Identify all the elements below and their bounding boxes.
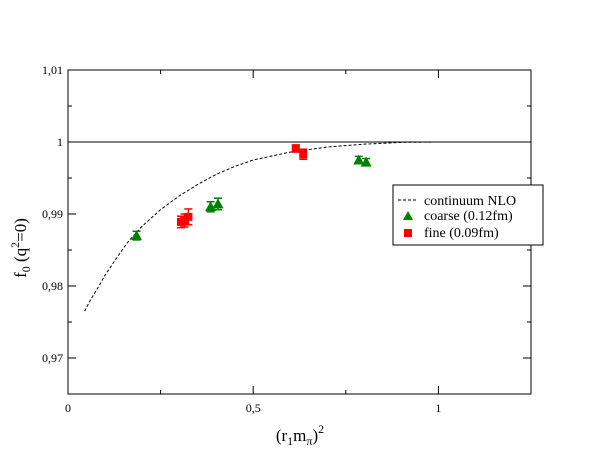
legend-continuum-label: continuum NLO <box>424 194 516 209</box>
y-tick-label: 1 <box>57 135 63 149</box>
plot-area <box>68 141 531 312</box>
x-axis-label: (r1mπ)2 <box>276 422 324 448</box>
y-tick-label: 0,97 <box>42 351 63 365</box>
legend-coarse-label: coarse (0.12fm) <box>424 209 513 224</box>
axes: 0 0,5 1 0,97 0,98 0,99 1 1,01 <box>42 63 531 415</box>
x-tick-label: 1 <box>435 401 441 415</box>
coarse-data-point <box>360 156 372 167</box>
legend-coarse-marker <box>403 211 413 220</box>
legend-fine-label: fine (0.09fm) <box>424 226 499 241</box>
coarse-data-point <box>205 201 217 212</box>
y-tick-label: 0,99 <box>42 207 63 221</box>
legend-fine-marker <box>404 229 412 237</box>
y-tick-label: 0,98 <box>42 279 63 293</box>
fine-data-point <box>291 144 300 153</box>
x-tick-label: 0 <box>65 401 71 415</box>
y-tick-label: 1,01 <box>42 63 63 77</box>
continuum-nlo-curve <box>84 141 494 312</box>
coarse-data-point <box>212 198 224 209</box>
legend: continuum NLO coarse (0.12fm) fine (0.09… <box>392 184 544 246</box>
x-tick-label: 0,5 <box>246 401 261 415</box>
coarse-data-point <box>353 154 365 165</box>
fine-data-point <box>184 212 193 221</box>
coarse-data-point <box>131 230 143 241</box>
legend-box <box>392 184 544 246</box>
y-axis-label: f0 (q2=0) <box>8 218 33 278</box>
fine-data-point <box>299 150 308 159</box>
